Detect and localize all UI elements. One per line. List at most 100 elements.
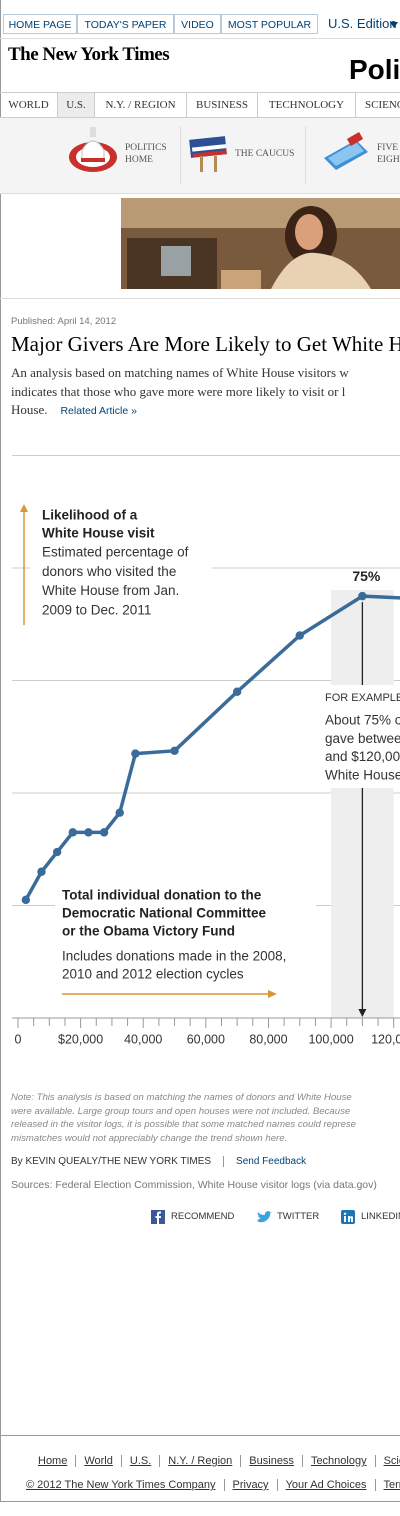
footer-links: Home World U.S. N.Y. / Region Business Techno… xyxy=(38,1451,400,1469)
divider xyxy=(12,455,400,456)
highlight-arrowhead xyxy=(358,1009,367,1017)
footer-link[interactable]: N.Y. / Region xyxy=(159,1455,241,1467)
intro: An analysis based on matching names of W… xyxy=(11,365,349,417)
footer-link[interactable]: Privacy xyxy=(223,1479,277,1491)
divider xyxy=(305,126,306,184)
dropdown-arrow xyxy=(390,22,398,28)
byline: By KEVIN QUEALY/THE NEW YORK TIMES xyxy=(11,1156,212,1167)
divider xyxy=(0,1435,400,1436)
section-link[interactable]: WORLD xyxy=(0,93,58,117)
politics-icon xyxy=(69,127,117,172)
y-annotation-text: Estimated percentage of xyxy=(42,545,189,560)
nav-link[interactable]: TODAY'S PAPER xyxy=(77,14,174,34)
example-text: About 75% of donors who xyxy=(325,713,400,728)
example-text: White House xyxy=(325,767,400,782)
divider xyxy=(0,38,400,39)
share-button[interactable]: TWITTER xyxy=(277,1211,320,1222)
related-link[interactable]: Related Article » xyxy=(60,405,137,417)
subnav-link[interactable]: THE CAUCUS xyxy=(235,149,295,159)
divider xyxy=(180,126,181,184)
x-tick-label: 40,000 xyxy=(124,1032,162,1046)
footer-link[interactable]: U.S. xyxy=(120,1455,160,1467)
y-annotation-title: White House visit xyxy=(42,526,155,541)
footer-legal: © 2012 The New York Times Company Privacy… xyxy=(26,1475,400,1493)
data-point xyxy=(37,867,46,876)
ad-image[interactable] xyxy=(121,198,400,289)
annotation-bg xyxy=(30,500,212,625)
twitter-icon xyxy=(257,1211,272,1223)
headline: Major Givers Are More Likely to Get Whit… xyxy=(11,332,400,356)
data-point xyxy=(21,895,31,905)
data-point xyxy=(358,591,367,601)
logo[interactable]: The New York Times xyxy=(8,44,170,65)
nav-link[interactable]: HOME PAGE xyxy=(3,14,77,34)
data-point xyxy=(68,828,77,837)
data-point xyxy=(170,746,179,756)
section-link[interactable]: BUSINESS xyxy=(187,93,258,117)
example-text: and $120,000 visited the xyxy=(325,749,400,764)
footer-link[interactable]: Your Ad Choices xyxy=(276,1479,375,1491)
share-button[interactable]: LINKEDIN xyxy=(361,1211,400,1222)
data-point xyxy=(115,808,124,817)
section-nav xyxy=(0,92,400,118)
subnav-link[interactable]: FIVE THIRTYEIGHT xyxy=(377,143,400,165)
subnav-link[interactable]: POLITICS HOME xyxy=(125,143,167,165)
x-annotation-text: 2010 and 2012 election cycles xyxy=(62,967,244,982)
footer-link[interactable]: © 2012 The New York Times Company xyxy=(26,1479,216,1491)
y-annotation-title: Likelihood of a xyxy=(42,508,138,523)
x-tick-label: 80,000 xyxy=(249,1032,287,1046)
annotation-bg xyxy=(322,685,400,788)
sources: Sources: Federal Election Commission, Wh… xyxy=(11,1179,377,1191)
x-annotation-text: Includes donations made in the 2008, xyxy=(62,949,286,964)
example-title: FOR EXAMPLE xyxy=(325,692,400,704)
data-point xyxy=(99,828,109,837)
data-point xyxy=(232,687,242,696)
y-annotation-text: donors who visited the xyxy=(42,564,176,579)
share-button[interactable]: RECOMMEND xyxy=(171,1211,235,1222)
footer-link[interactable]: Science xyxy=(374,1455,400,1467)
section-link[interactable]: TECHNOLOGY xyxy=(258,93,356,117)
byline-row: By KEVIN QUEALY/THE NEW YORK TIMES Send F… xyxy=(11,1156,307,1167)
data-point xyxy=(131,749,140,758)
x-tick-label: 60,000 xyxy=(187,1032,225,1046)
fivethirtyeight-icon xyxy=(324,132,368,170)
footer-link[interactable]: Business xyxy=(240,1455,302,1467)
x-annotation-title: Total individual donation to the xyxy=(62,888,262,903)
nav-link[interactable]: VIDEO xyxy=(174,14,221,34)
note: Note: This analysis is based on matching… xyxy=(11,1092,357,1144)
facebook-icon xyxy=(151,1210,165,1224)
section-link[interactable]: U.S. xyxy=(58,93,95,117)
data-point xyxy=(295,631,304,640)
nav-link[interactable]: MOST POPULAR xyxy=(221,14,318,34)
highlight-label: 75% xyxy=(352,568,381,584)
divider xyxy=(0,298,400,299)
linkedin-icon xyxy=(341,1210,355,1224)
y-arrowhead xyxy=(20,504,28,512)
x-tick-label: 120,000 xyxy=(371,1032,400,1046)
chart: 0 $20,000 40,000 60,000 80,000 100,000 120,000… xyxy=(12,500,400,1046)
x-tick-label: 100,000 xyxy=(308,1032,353,1046)
footer-link[interactable]: Terms of Service xyxy=(374,1479,400,1491)
data-point xyxy=(52,847,62,857)
x-tick-label: $20,000 xyxy=(58,1032,103,1046)
y-annotation-text: 2009 to Dec. 2011 xyxy=(42,602,151,617)
section-link[interactable]: N.Y. / REGION xyxy=(95,93,187,117)
feedback-link[interactable]: Send Feedback xyxy=(223,1156,307,1167)
annotation-bg xyxy=(55,880,316,1000)
data-point xyxy=(84,828,93,837)
section-link[interactable]: SCIENCE xyxy=(365,99,400,111)
x-arrowhead xyxy=(268,990,277,998)
example-text: gave between $100,000 xyxy=(325,731,400,746)
footer-link[interactable]: Home xyxy=(38,1455,68,1467)
caucus-icon xyxy=(189,136,227,172)
footer-link[interactable]: World xyxy=(75,1455,121,1467)
footer-link[interactable]: Technology xyxy=(301,1455,375,1467)
edition-select[interactable]: U.S. Edition xyxy=(328,16,397,31)
x-annotation-title: or the Obama Victory Fund xyxy=(62,924,235,939)
x-tick-label: 0 xyxy=(15,1032,22,1046)
section-title: Poli xyxy=(349,54,400,85)
published-date: Published: April 14, 2012 xyxy=(11,316,117,327)
x-annotation-title: Democratic National Committee xyxy=(62,906,267,921)
